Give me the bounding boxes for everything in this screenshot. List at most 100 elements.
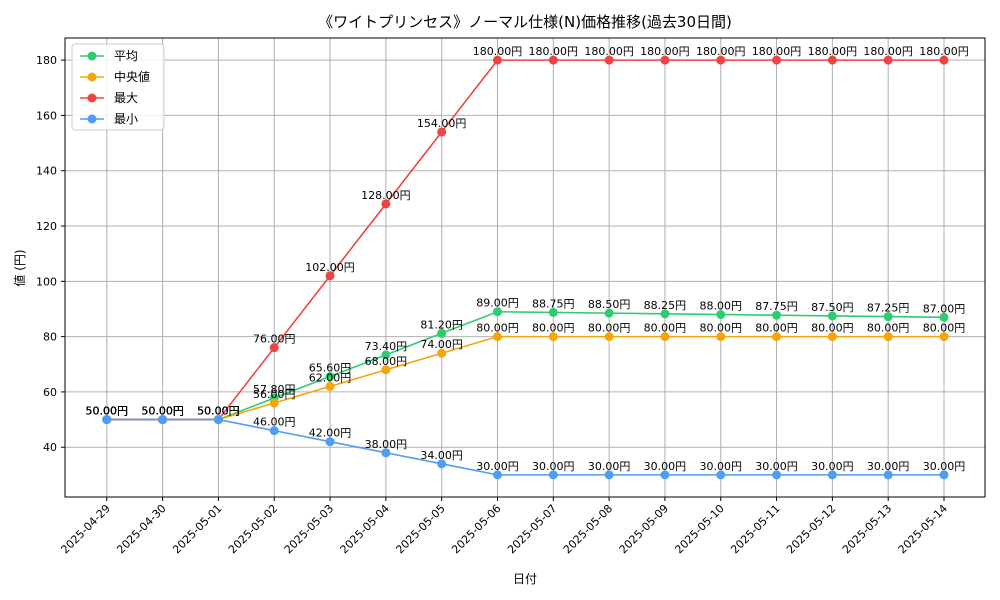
data-point: [158, 415, 168, 425]
x-tick-label: 2025-05-06: [449, 502, 503, 556]
data-label: 80.00円: [811, 322, 854, 335]
legend-box: [71, 43, 165, 131]
data-point: [939, 470, 949, 480]
x-tick-label: 2025-05-12: [784, 502, 838, 556]
data-point: [381, 350, 391, 360]
data-point: [883, 55, 893, 65]
legend-label: 最大: [114, 91, 138, 105]
data-label: 87.25円: [867, 302, 910, 315]
data-label: 89.00円: [476, 297, 519, 310]
data-point: [716, 55, 726, 65]
data-label: 81.20円: [420, 318, 463, 331]
x-tick-label: 2025-05-11: [728, 502, 782, 556]
data-label: 76.00円: [253, 333, 296, 346]
data-point: [604, 332, 614, 342]
data-point: [660, 309, 670, 319]
legend-marker: [87, 93, 97, 103]
data-label: 50.00円: [141, 405, 184, 418]
data-point: [325, 437, 335, 447]
y-tick-label: 100: [36, 275, 57, 288]
data-point: [492, 55, 502, 65]
y-tick-label: 40: [43, 441, 57, 454]
data-point: [604, 308, 614, 318]
data-label: 50.00円: [86, 405, 129, 418]
legend-marker: [87, 51, 97, 61]
data-label: 30.00円: [923, 460, 966, 473]
x-tick-label: 2025-05-07: [505, 502, 559, 556]
y-tick-label: 80: [43, 331, 57, 344]
y-tick-label: 180: [36, 54, 57, 67]
data-label: 34.00円: [420, 449, 463, 462]
data-label: 50.00円: [197, 405, 240, 418]
data-label: 180.00円: [696, 45, 746, 58]
data-label: 30.00円: [867, 460, 910, 473]
data-label: 50.00円: [141, 405, 184, 418]
data-point: [269, 426, 279, 436]
data-label: 80.00円: [476, 322, 519, 335]
data-point: [269, 398, 279, 408]
x-tick-label: 2025-05-02: [226, 502, 280, 556]
data-point: [772, 470, 782, 480]
data-point: [492, 307, 502, 317]
data-label: 180.00円: [808, 45, 858, 58]
data-label: 88.25円: [644, 299, 687, 312]
data-point: [716, 310, 726, 320]
data-label: 68.00円: [365, 355, 408, 368]
x-tick-label: 2025-05-05: [393, 502, 447, 556]
data-point: [381, 365, 391, 375]
data-point: [381, 199, 391, 209]
data-point: [939, 55, 949, 65]
data-label: 102.00円: [305, 261, 355, 274]
data-label: 180.00円: [529, 45, 579, 58]
data-point: [827, 311, 837, 321]
data-label: 30.00円: [644, 460, 687, 473]
legend-marker: [87, 72, 97, 82]
x-axis-label: 日付: [513, 572, 537, 586]
data-point: [660, 55, 670, 65]
data-label: 180.00円: [863, 45, 913, 58]
data-label: 87.75円: [755, 300, 798, 313]
series-line: [106, 310, 945, 421]
data-label: 50.00円: [197, 405, 240, 418]
series-layer: [102, 55, 949, 480]
data-point: [437, 127, 447, 137]
y-tick-label: 60: [43, 386, 57, 399]
data-point: [660, 470, 670, 480]
data-label: 87.00円: [923, 302, 966, 315]
data-label: 180.00円: [919, 45, 969, 58]
data-label: 80.00円: [923, 322, 966, 335]
data-label: 80.00円: [588, 322, 631, 335]
data-point: [437, 459, 447, 469]
data-label: 30.00円: [811, 460, 854, 473]
data-label: 65.60円: [309, 361, 352, 374]
data-label: 74.00円: [420, 338, 463, 351]
data-point: [604, 470, 614, 480]
data-point: [716, 470, 726, 480]
data-label: 80.00円: [699, 322, 742, 335]
data-point: [325, 381, 335, 391]
data-label: 88.75円: [532, 297, 575, 310]
data-label: 42.00円: [309, 427, 352, 440]
data-label: 73.40円: [365, 340, 408, 353]
data-label: 50.00円: [197, 405, 240, 418]
data-label: 180.00円: [584, 45, 634, 58]
data-label: 38.00円: [365, 438, 408, 451]
data-label: 80.00円: [755, 322, 798, 335]
data-label: 46.00円: [253, 416, 296, 429]
data-point: [325, 271, 335, 281]
series-line: [106, 418, 944, 476]
x-axis-ticks: 2025-04-29 2025-04-30 2025-05-01 2025-05-02…: [59, 497, 950, 556]
data-label: 180.00円: [473, 45, 523, 58]
data-label: 180.00円: [752, 45, 802, 58]
y-axis-label: 値 (円): [12, 249, 27, 286]
data-label: 30.00円: [755, 460, 798, 473]
data-point: [492, 470, 502, 480]
data-point: [269, 343, 279, 353]
data-label: 30.00円: [588, 460, 631, 473]
data-point: [772, 310, 782, 320]
data-label: 88.00円: [699, 300, 742, 313]
data-point: [660, 332, 670, 342]
data-point: [716, 332, 726, 342]
